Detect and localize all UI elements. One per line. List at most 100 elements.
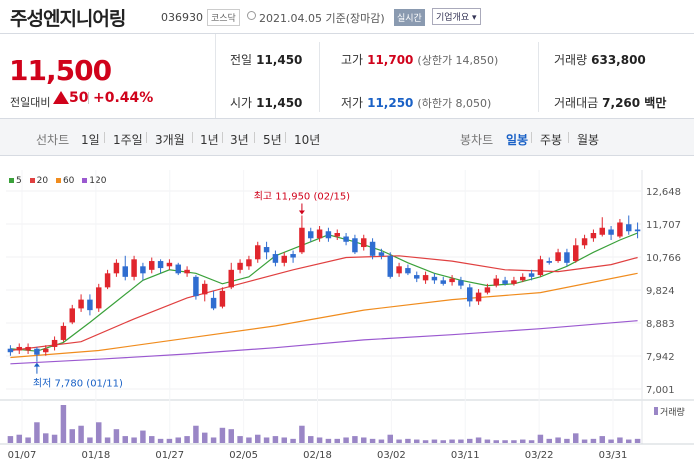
candle-body <box>555 252 561 262</box>
x-tick-label: 03/31 <box>599 450 628 461</box>
candle-body <box>484 287 491 293</box>
candle-body <box>16 346 22 351</box>
market-badge: 코스닥 <box>207 9 240 26</box>
candle-body <box>255 245 261 260</box>
volume-bar <box>263 437 270 443</box>
volume-legend-swatch <box>654 407 658 415</box>
volume-bar <box>202 432 208 443</box>
candle-body <box>573 245 579 262</box>
tab-divider <box>285 132 286 143</box>
stats-divider <box>319 42 320 112</box>
candle-body <box>537 259 544 276</box>
tab-line-chart[interactable]: 선차트 <box>36 133 70 147</box>
stat-open-value: 11,450 <box>256 96 303 110</box>
tab-divider <box>104 132 105 143</box>
volume-bar <box>546 438 552 443</box>
stat-volume-value: 633,800 <box>591 53 646 67</box>
legend-label: 5 <box>16 176 22 186</box>
legend-swatch <box>29 178 35 183</box>
candle-body <box>140 266 146 274</box>
change-label: 전일대비 <box>10 96 51 109</box>
candle-body <box>290 254 296 258</box>
candle-body <box>599 227 605 235</box>
volume-bar <box>493 440 499 443</box>
legend-label: 120 <box>89 176 107 186</box>
candle-body <box>149 261 155 270</box>
volume-bar <box>246 437 252 443</box>
volume-bar <box>352 436 358 443</box>
volume-bar <box>343 437 349 443</box>
volume-bar <box>458 439 464 443</box>
candle-body <box>502 280 508 284</box>
tab-divider <box>254 132 255 143</box>
ma-line-ma120 <box>10 320 638 365</box>
volume-bar <box>484 439 491 443</box>
x-tick-label: 03/22 <box>525 450 554 461</box>
candle-body <box>131 259 137 277</box>
tab-1year[interactable]: 1년 <box>200 133 219 147</box>
candle-body <box>546 261 552 263</box>
stat-open: 시가 11,450 <box>230 94 302 111</box>
tab-monthly[interactable]: 월봉 <box>577 133 600 147</box>
stat-open-label: 시가 <box>230 96 253 110</box>
tab-candle-chart[interactable]: 봉차트 <box>460 133 494 147</box>
legend-item-ma5: 5 <box>9 176 22 186</box>
up-arrow-icon <box>53 91 69 104</box>
clock-icon <box>247 11 256 20</box>
x-tick-label: 02/18 <box>303 450 332 461</box>
candle-body <box>25 346 31 351</box>
candle-body <box>431 276 438 281</box>
tab-3month[interactable]: 3개월 <box>155 133 185 147</box>
tab-3year[interactable]: 3년 <box>230 133 249 147</box>
candle-body <box>493 278 499 286</box>
legend-swatch <box>55 178 61 183</box>
stat-upper-limit: (상한가 14,850) <box>417 54 499 67</box>
x-tick-label: 03/02 <box>377 450 406 461</box>
candle-body <box>608 229 614 235</box>
change-divider <box>88 92 89 104</box>
tab-5year[interactable]: 5년 <box>263 133 282 147</box>
volume-bar <box>634 438 641 443</box>
volume-bar <box>210 437 217 443</box>
volume-bar <box>537 434 544 443</box>
tab-1week[interactable]: 1주일 <box>113 133 143 147</box>
volume-bar <box>316 437 323 443</box>
candle-body <box>361 238 367 248</box>
ma-legend: 5 20 60 120 <box>9 176 111 186</box>
legend-item-ma60: 60 <box>55 176 74 186</box>
volume-bar <box>599 436 605 443</box>
candle-body <box>87 299 93 311</box>
volume-bar <box>511 440 517 443</box>
company-overview-dropdown[interactable]: 기업개요 ▾ <box>432 8 481 25</box>
volume-bar <box>617 437 623 443</box>
tab-weekly[interactable]: 주봉 <box>540 133 563 147</box>
volume-bar <box>78 425 84 443</box>
volume-bar <box>449 439 455 443</box>
volume-label: 거래량 <box>660 406 685 418</box>
stats-table: 전일 11,450 시가 11,450 고가 11,700 (상한가 14,850) 저… <box>216 34 694 118</box>
volume-bar <box>422 440 429 443</box>
candle-body <box>378 252 385 256</box>
tab-1day[interactable]: 1일 <box>81 133 100 147</box>
tab-daily[interactable]: 일봉 <box>506 133 529 147</box>
candle-body <box>511 280 517 284</box>
volume-bar <box>369 438 376 443</box>
ma-line-ma60 <box>10 272 638 359</box>
chart-tabs: 선차트 1일 1주일 3개월 1년 3년 5년 10년 봉차트 일봉 주봉 월봉 <box>0 118 694 156</box>
volume-bar <box>175 437 181 443</box>
low-annotation: 최저 7,780 (01/11) <box>33 378 123 390</box>
candle-body <box>528 273 535 277</box>
x-tick-label: 01/18 <box>81 450 110 461</box>
tab-divider <box>222 132 223 143</box>
volume-bar <box>475 437 482 443</box>
realtime-button[interactable]: 실시간 <box>394 9 425 26</box>
volume-bar <box>219 427 226 443</box>
stat-amount-value: 7,260 백만 <box>602 96 667 110</box>
candle-body <box>43 348 49 353</box>
tab-10year[interactable]: 10년 <box>294 133 321 147</box>
volume-bar <box>193 425 199 443</box>
candle-body <box>617 222 623 237</box>
change-value: 50 <box>69 90 89 106</box>
stats-divider <box>538 42 539 112</box>
